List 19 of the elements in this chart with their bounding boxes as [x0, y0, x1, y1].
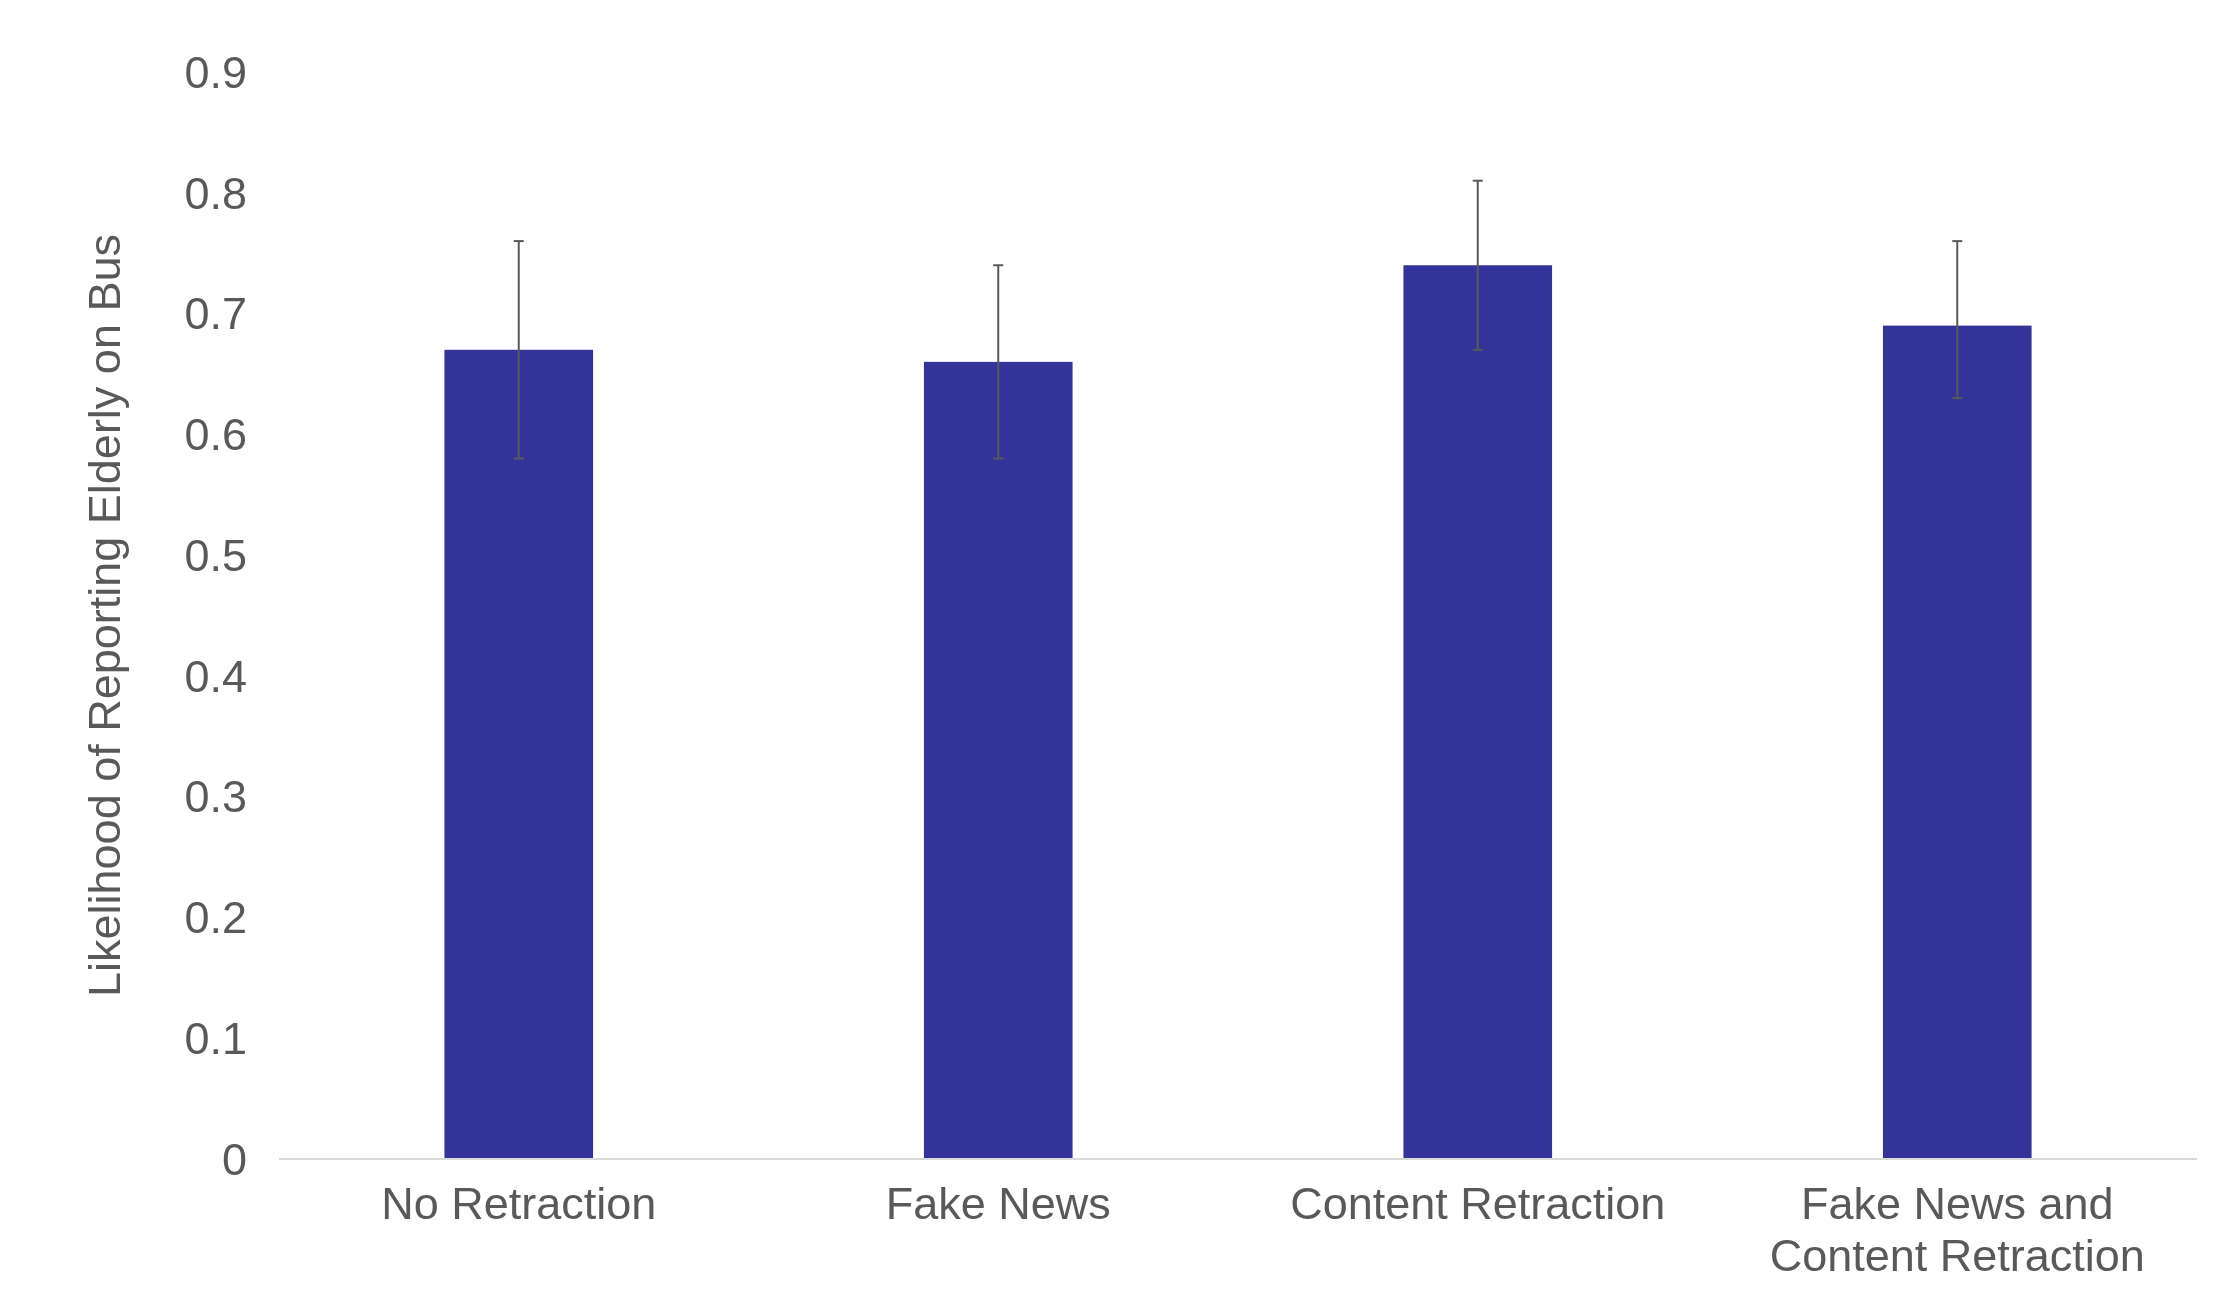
- x-tick-label: Fake News: [885, 1178, 1111, 1229]
- y-tick-label: 0: [221, 1133, 247, 1185]
- bar: [444, 349, 594, 1159]
- y-tick-label: 0.2: [184, 892, 247, 944]
- y-tick-label: 0.9: [184, 46, 247, 98]
- y-tick-label: 0.7: [184, 288, 247, 340]
- y-tick-label: 0.5: [184, 529, 247, 581]
- y-tick-label: 0.4: [184, 650, 247, 702]
- y-tick-label: 0.3: [184, 771, 247, 823]
- y-tick-label: 0.1: [184, 1012, 247, 1064]
- bar: [1403, 265, 1553, 1159]
- x-tick-label: No Retraction: [381, 1178, 657, 1229]
- bar: [1882, 325, 2032, 1159]
- y-axis-title: Likelihood of Reporting Elderly on Bus: [79, 234, 130, 997]
- y-tick-label: 0.6: [184, 409, 247, 461]
- bar: [923, 361, 1073, 1159]
- x-tick-label: Fake News and Content Retraction: [1769, 1178, 2145, 1281]
- y-tick-label: 0.8: [184, 167, 247, 219]
- x-tick-label: Content Retraction: [1290, 1178, 1666, 1229]
